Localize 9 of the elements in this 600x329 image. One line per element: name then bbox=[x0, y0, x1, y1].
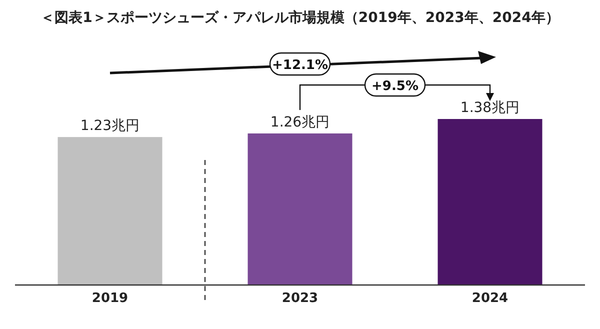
x-tick-label: 2023 bbox=[282, 291, 318, 306]
text: +12.1% bbox=[272, 58, 328, 73]
x-tick-label: 2024 bbox=[472, 291, 508, 306]
data-label: 1.38兆円 bbox=[460, 100, 520, 116]
data-label: 1.26兆円 bbox=[270, 114, 330, 130]
data-label: 1.23兆円 bbox=[80, 118, 140, 134]
chart-title: ＜図表1＞スポーツシューズ・アパレル市場規模（2019年、2023年、2024年） bbox=[40, 9, 560, 26]
x-tick-label: 2019 bbox=[92, 291, 128, 306]
text: +9.5% bbox=[372, 79, 418, 94]
